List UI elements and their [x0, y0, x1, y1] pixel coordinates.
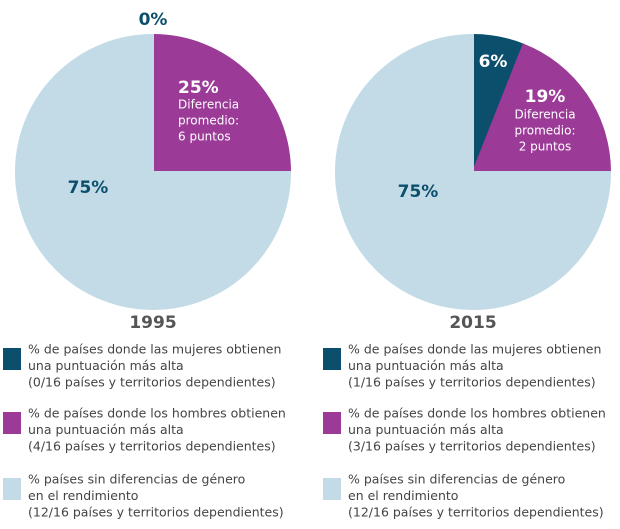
- legend-swatch: [3, 478, 21, 500]
- annotation: promedio:: [514, 124, 575, 138]
- annotation: 6 puntos: [178, 130, 231, 144]
- legend-detail: (1/16 países y territorios dependientes): [348, 375, 596, 390]
- legend-text: % de países donde los hombres obtienen: [28, 406, 286, 421]
- pie-slice: [335, 33, 612, 310]
- legend-text: % países sin diferencias de género: [348, 472, 565, 487]
- legend-swatch: [3, 412, 21, 434]
- legend-text: % países sin diferencias de género: [28, 472, 245, 487]
- legend-swatch: [323, 348, 341, 370]
- slice-label: 6%: [479, 52, 508, 72]
- legend-text: una puntuación más alta: [28, 422, 184, 437]
- legend-text: % de países donde las mujeres obtienen: [348, 342, 601, 357]
- pie-slice: [471, 43, 612, 173]
- pie-slice: [15, 33, 292, 310]
- pie-slice: [152, 33, 292, 173]
- slice-label: 75%: [398, 182, 439, 202]
- legend-detail: (4/16 países y territorios dependientes): [28, 439, 276, 454]
- legend-text: en el rendimiento: [28, 488, 138, 503]
- legend-detail: (0/16 países y territorios dependientes): [28, 375, 276, 390]
- legend-text: % de países donde las mujeres obtienen: [28, 342, 281, 357]
- slice-label: 25%: [178, 78, 219, 98]
- legend-text: % de países donde los hombres obtienen: [348, 406, 606, 421]
- slice-label: 0%: [139, 10, 168, 30]
- legend-text: una puntuación más alta: [348, 422, 504, 437]
- legend-text: en el rendimiento: [348, 488, 458, 503]
- legend-swatch: [3, 348, 21, 370]
- annotation: 2 puntos: [519, 140, 572, 154]
- legend-text: una puntuación más alta: [348, 358, 504, 373]
- slice-label: 19%: [525, 87, 566, 107]
- legend-detail: (12/16 países y territorios dependientes…: [28, 505, 284, 520]
- legend-text: una puntuación más alta: [28, 358, 184, 373]
- annotation: promedio:: [178, 114, 239, 128]
- legend-detail: (3/16 países y territorios dependientes): [348, 439, 596, 454]
- legend-detail: (12/16 países y territorios dependientes…: [348, 505, 604, 520]
- slice-label: 75%: [68, 178, 109, 198]
- annotation: Diferencia: [514, 108, 575, 122]
- legend-swatch: [323, 478, 341, 500]
- legend-swatch: [323, 412, 341, 434]
- annotation: Diferencia: [178, 98, 239, 112]
- chart-title: 2015: [449, 313, 496, 333]
- chart-title: 1995: [129, 313, 176, 333]
